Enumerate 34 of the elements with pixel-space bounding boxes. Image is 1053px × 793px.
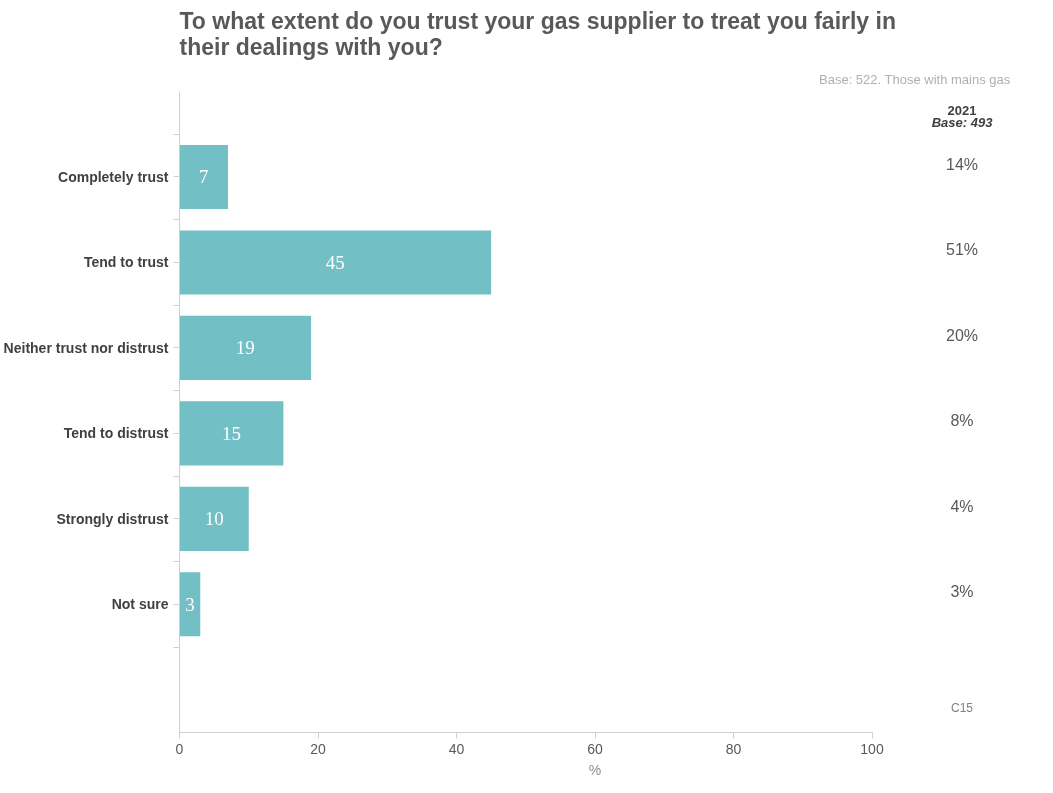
y-tick-label: Neither trust nor distrust [3,339,169,356]
x-tick-label: 100 [860,740,884,757]
bar [179,144,228,210]
data-label: 19 [235,337,255,359]
bar [179,572,201,637]
text: Base: 522. Those with mains gas [819,71,1011,87]
data-label: 45 [325,251,345,273]
x-tick-label: 80 [725,740,742,757]
text: 14% [946,155,979,173]
chart-title: To what extent do you trust your gas supplier to treat you fairly in their dealings with you? [179,7,896,60]
y-tick-label: Not sure [111,596,169,613]
x-tick-label: 0 [175,740,184,757]
data-label: 15 [221,422,241,444]
y-tick-label: Strongly distrust [56,510,169,527]
text: 3% [950,583,974,601]
text: C15 [951,701,974,716]
data-label: 3 [185,593,195,615]
x-tick-label: 40 [448,740,465,757]
text: 51% [946,241,979,259]
x-tick-label: 60 [587,740,603,757]
bar [179,486,249,551]
bar [179,401,284,466]
bar [179,230,492,295]
bar [179,315,312,380]
text: 20% [946,326,979,344]
text: 4% [950,497,974,515]
y-tick-label: Tend to trust [83,254,169,271]
data-label: 7 [198,166,209,188]
y-tick-label: Tend to distrust [63,425,169,442]
y-tick-label: Completely trust [58,168,169,185]
x-tick-label: 20 [310,740,326,757]
data-label: 10 [204,508,224,530]
x-axis-title: % [588,761,602,778]
text: 8% [950,412,974,430]
